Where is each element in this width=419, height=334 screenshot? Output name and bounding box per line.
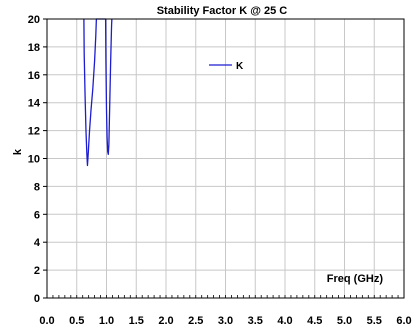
y-tick-label: 8 bbox=[34, 181, 40, 193]
x-tick-label: 2.0 bbox=[158, 315, 173, 327]
y-tick-label: 6 bbox=[34, 209, 40, 221]
x-axis-label: Freq (GHz) bbox=[327, 273, 384, 285]
legend: K bbox=[209, 61, 244, 72]
x-tick-label: 3.5 bbox=[248, 315, 263, 327]
chart-title: Stability Factor K @ 25 C bbox=[157, 5, 288, 17]
x-tick-label: 6.0 bbox=[396, 315, 411, 327]
y-axis-label: k bbox=[12, 148, 24, 155]
x-tick-label: 5.5 bbox=[367, 315, 382, 327]
series-line-k bbox=[83, 18, 113, 167]
x-tick-label: 5.0 bbox=[337, 315, 352, 327]
y-tick-label: 2 bbox=[34, 265, 40, 277]
y-tick-label: 16 bbox=[28, 70, 40, 82]
y-tick-label: 12 bbox=[28, 126, 40, 138]
x-tick-label: 3.0 bbox=[218, 315, 233, 327]
y-tick-label: 18 bbox=[28, 42, 40, 54]
x-tick-label: 1.5 bbox=[129, 315, 144, 327]
y-tick-label: 14 bbox=[28, 98, 41, 110]
x-tick-label: 4.5 bbox=[307, 315, 322, 327]
y-tick-label: 0 bbox=[34, 293, 40, 305]
legend-label: K bbox=[236, 61, 244, 72]
x-tick-label: 0.0 bbox=[39, 315, 54, 327]
series-layer bbox=[83, 18, 113, 167]
y-tick-labels: 0 2 4 6 8 10 12 14 16 18 20 bbox=[28, 14, 47, 305]
y-tick-label: 20 bbox=[28, 14, 40, 26]
x-tick-label: 2.5 bbox=[188, 315, 203, 327]
x-tick-label: 0.5 bbox=[69, 315, 84, 327]
x-tick-labels: 0.0 0.5 1.0 1.5 2.0 2.5 3.0 3.5 4.0 4.5 5.0 5.5 6.0 bbox=[39, 315, 411, 327]
x-tick-label: 4.0 bbox=[277, 315, 292, 327]
y-tick-label: 10 bbox=[28, 154, 40, 166]
y-tick-label: 4 bbox=[34, 237, 41, 249]
x-tick-label: 1.0 bbox=[99, 315, 114, 327]
